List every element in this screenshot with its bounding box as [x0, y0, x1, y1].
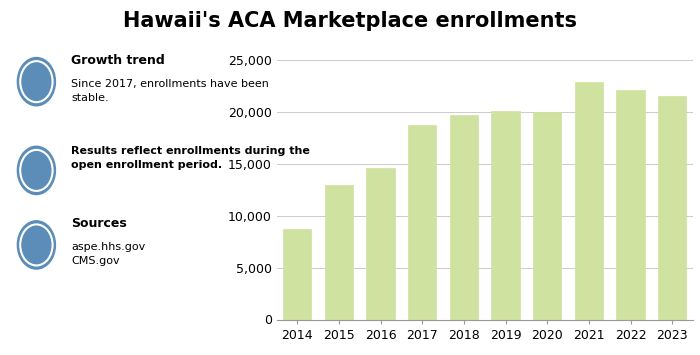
Text: aspe.hhs.gov
CMS.gov: aspe.hhs.gov CMS.gov	[71, 242, 146, 266]
Bar	[408, 125, 436, 320]
Text: Sources: Sources	[71, 217, 127, 230]
Bar	[367, 168, 395, 320]
Bar	[491, 111, 519, 320]
Bar	[617, 91, 645, 320]
Text: Growth trend: Growth trend	[71, 54, 165, 67]
Circle shape	[18, 58, 55, 106]
Text: health
insurance
.org™: health insurance .org™	[19, 305, 69, 336]
Text: Since 2017, enrollments have been
stable.: Since 2017, enrollments have been stable…	[71, 78, 270, 103]
Bar	[284, 229, 312, 320]
Bar	[533, 112, 561, 320]
Circle shape	[18, 221, 55, 269]
Bar	[575, 82, 603, 320]
Bar	[450, 115, 478, 320]
Bar	[658, 95, 686, 320]
Text: Results reflect enrollments during the
open enrollment period.: Results reflect enrollments during the o…	[71, 146, 310, 170]
Text: Hawaii's ACA Marketplace enrollments: Hawaii's ACA Marketplace enrollments	[123, 11, 577, 31]
Bar	[325, 185, 353, 320]
Circle shape	[18, 146, 55, 195]
